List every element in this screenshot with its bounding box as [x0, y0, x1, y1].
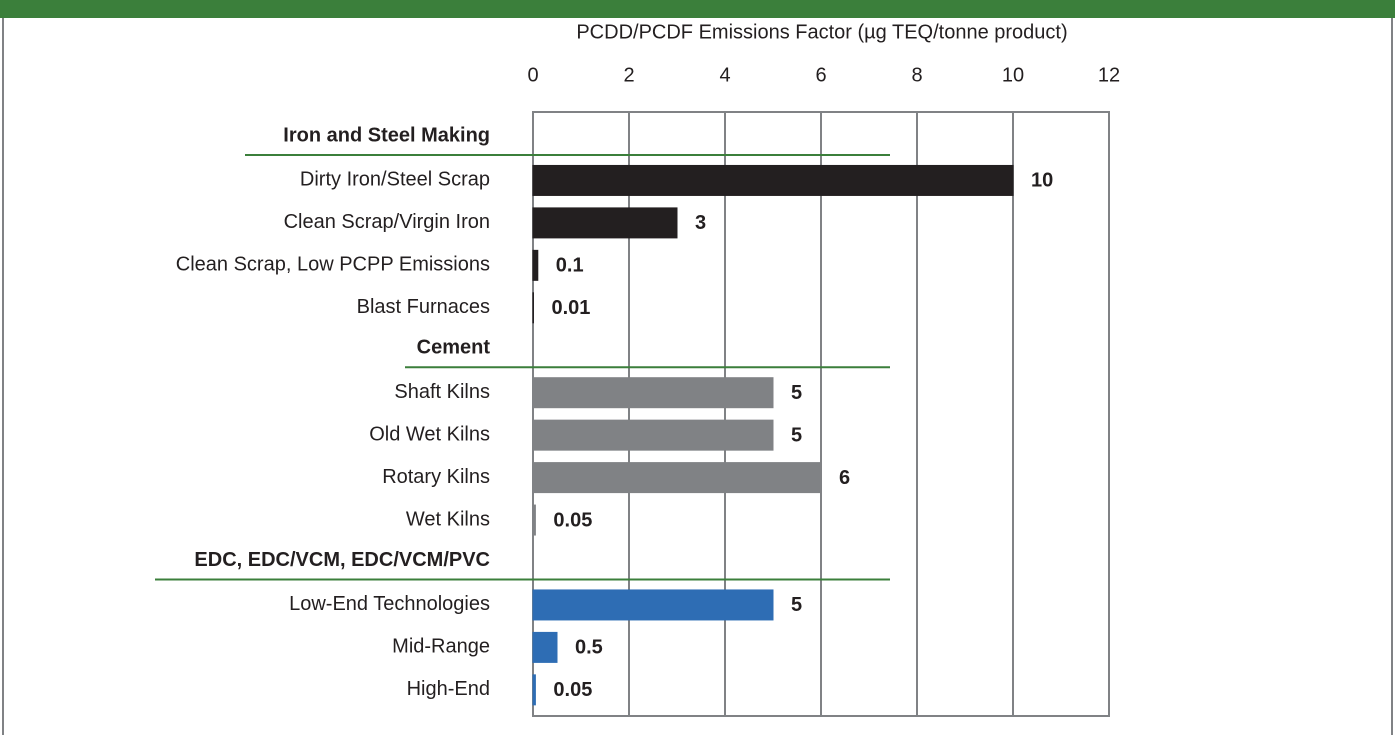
x-tick-label: 6: [815, 64, 826, 86]
group-header: Iron and Steel Making: [283, 124, 490, 146]
value-label: 0.5: [575, 637, 603, 659]
x-tick-label: 4: [719, 64, 730, 86]
category-label: Mid-Range: [392, 636, 490, 658]
bar: [532, 674, 536, 706]
category-label: Rotary Kilns: [382, 466, 490, 488]
bar: [532, 164, 1014, 196]
bar: [532, 419, 774, 451]
value-label: 3: [695, 212, 706, 234]
category-label: Old Wet Kilns: [369, 423, 490, 445]
category-label: Dirty Iron/Steel Scrap: [300, 169, 490, 191]
category-label: Blast Furnaces: [357, 296, 490, 318]
category-label: High-End: [407, 678, 490, 700]
bar: [532, 504, 536, 536]
x-tick-label: 10: [1002, 64, 1024, 86]
value-label: 0.1: [556, 255, 584, 277]
top-band: [0, 0, 1395, 18]
group-header: Cement: [417, 337, 491, 359]
bar: [532, 462, 822, 494]
bar: [532, 377, 774, 409]
value-label: 0.01: [551, 297, 590, 319]
group-header: EDC, EDC/VCM, EDC/VCM/PVC: [194, 549, 490, 571]
category-label: Low-End Technologies: [289, 593, 490, 615]
category-label: Clean Scrap, Low PCPP Emissions: [176, 254, 490, 276]
category-label: Clean Scrap/Virgin Iron: [284, 211, 490, 233]
bar: [532, 631, 558, 663]
bar: [532, 207, 678, 239]
value-label: 5: [791, 424, 802, 446]
x-tick-label: 12: [1098, 64, 1120, 86]
x-tick-label: 0: [527, 64, 538, 86]
value-label: 0.05: [553, 509, 592, 531]
x-tick-label: 8: [911, 64, 922, 86]
value-label: 5: [791, 382, 802, 404]
category-label: Shaft Kilns: [394, 381, 490, 403]
value-label: 10: [1031, 170, 1053, 192]
category-label: Wet Kilns: [406, 508, 490, 530]
value-label: 6: [839, 467, 850, 489]
x-tick-label: 2: [623, 64, 634, 86]
bar: [532, 589, 774, 621]
axis-title: PCDD/PCDF Emissions Factor (µg TEQ/tonne…: [576, 21, 1067, 43]
value-label: 0.05: [553, 679, 592, 701]
bar: [532, 249, 539, 281]
value-label: 5: [791, 594, 802, 616]
